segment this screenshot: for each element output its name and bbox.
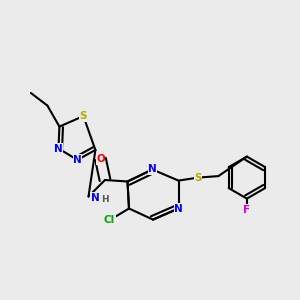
Text: S: S — [194, 172, 202, 183]
Text: N: N — [174, 203, 183, 214]
Text: Cl: Cl — [104, 215, 115, 225]
Text: S: S — [80, 111, 87, 121]
Text: N: N — [148, 164, 157, 175]
Text: N: N — [91, 193, 100, 203]
Text: H: H — [101, 195, 109, 204]
Text: N: N — [73, 155, 82, 165]
Text: F: F — [243, 205, 250, 215]
Text: N: N — [54, 143, 63, 154]
Text: O: O — [96, 154, 105, 164]
